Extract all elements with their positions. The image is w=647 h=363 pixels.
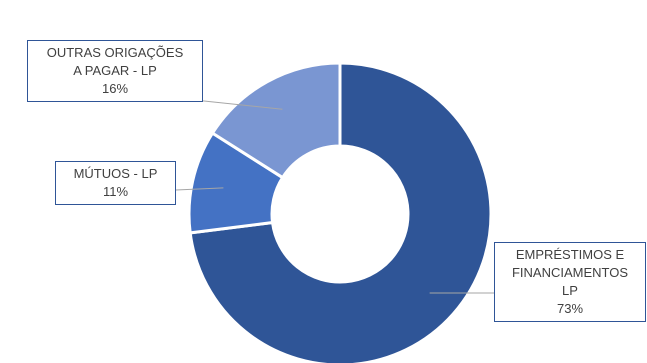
callout-emprestimos-line-1: EMPRÉSTIMOS E [515,247,625,262]
callout-mutuos-value: 11% [102,184,129,199]
callout-emprestimos-value: 73% [556,301,584,316]
callout-emprestimos-line-2: FINANCIAMENTOS [511,265,629,280]
slice-emprestimos [188,61,493,363]
slice-outras [210,61,342,180]
callout-outras-line-2: A PAGAR - LP [73,63,157,78]
leader-line-mutuos [175,187,224,191]
callout-outras-value: 16% [101,81,129,96]
donut-slices [187,61,493,363]
callout-emprestimos: EMPRÉSTIMOS E FINANCIAMENTOS LP 73% [494,242,646,322]
callout-emprestimos-line-3: LP [562,283,578,298]
callout-outras: OUTRAS ORIGAÇÕES A PAGAR - LP 16% [27,40,203,102]
callout-outras-line-1: OUTRAS ORIGAÇÕES [46,45,184,60]
callout-mutuos-line-1: MÚTUOS - LP [73,166,158,181]
callout-mutuos: MÚTUOS - LP 11% [55,161,176,205]
